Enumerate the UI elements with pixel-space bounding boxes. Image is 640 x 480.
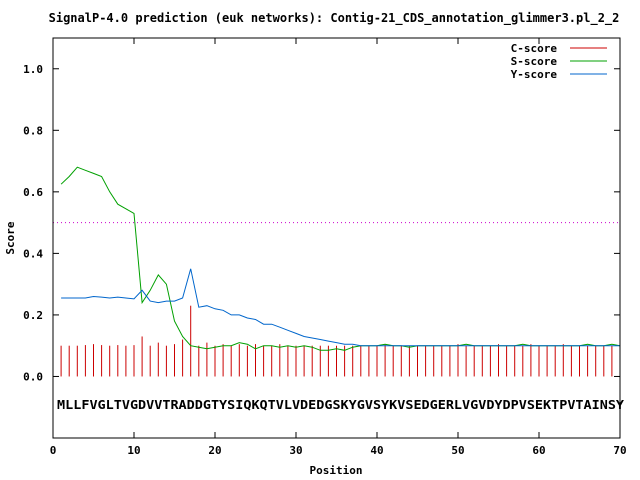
y-axis-label: Score xyxy=(4,221,17,254)
plot-frame xyxy=(52,37,621,439)
x-axis-label: Position xyxy=(310,464,363,477)
x-tick-label: 10 xyxy=(127,444,140,457)
x-tick-label: 60 xyxy=(532,444,545,457)
x-tick-labels: 0 10 20 30 40 50 60 70 xyxy=(50,444,627,457)
x-tick-label: 20 xyxy=(208,444,221,457)
y-tick-label: 0.6 xyxy=(23,186,43,199)
y-tick-label: 0.0 xyxy=(23,370,43,383)
s-score-line xyxy=(60,166,621,351)
y-tick-labels: 0.0 0.2 0.4 0.6 0.8 1.0 xyxy=(23,63,43,384)
x-tick-label: 0 xyxy=(50,444,57,457)
chart-title: SignalP-4.0 prediction (euk networks): C… xyxy=(49,11,620,26)
c-score-impulses xyxy=(60,305,621,377)
y-tick-label: 0.4 xyxy=(23,247,43,260)
sequence-label: MLLFVGLTVGDVVTRADDGTYSIQKQTVLVDEDGSKYGVS… xyxy=(57,398,625,412)
x-tick-label: 30 xyxy=(289,444,302,457)
legend-label: S-score xyxy=(511,55,558,68)
x-tick-label: 50 xyxy=(451,444,464,457)
legend-label: Y-score xyxy=(511,68,558,81)
y-tick-label: 0.2 xyxy=(23,309,43,322)
y-tick-label: 1.0 xyxy=(23,63,43,76)
y-tick-label: 0.8 xyxy=(23,124,43,137)
x-tick-label: 70 xyxy=(613,444,626,457)
x-tick-label: 40 xyxy=(370,444,383,457)
y-score-line xyxy=(61,268,620,347)
legend-label: C-score xyxy=(511,42,558,55)
